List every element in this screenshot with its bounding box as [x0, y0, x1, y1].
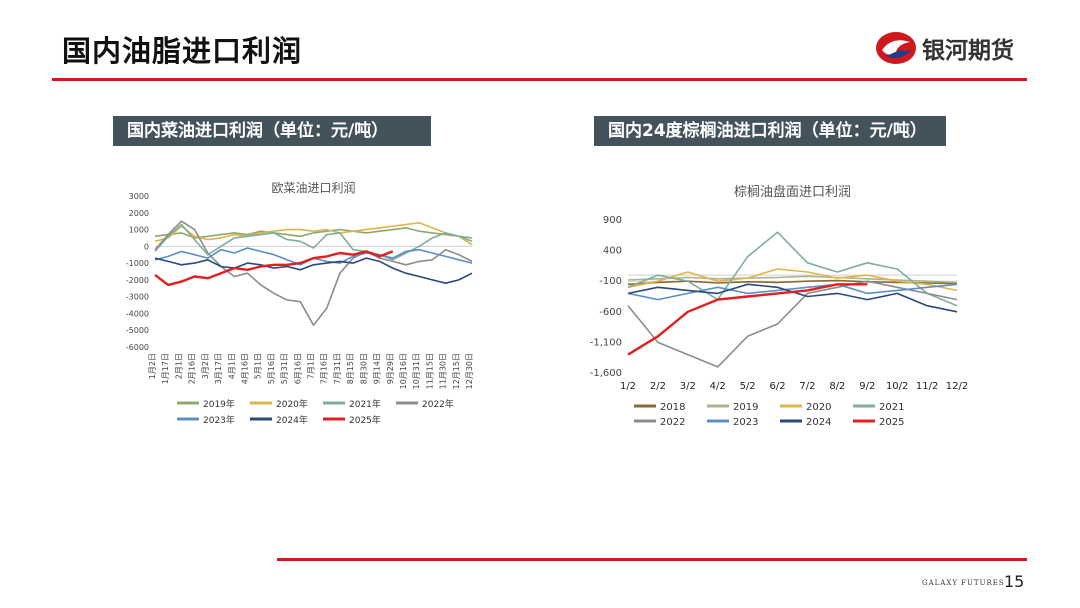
brand-logo	[876, 32, 916, 64]
legend-label-2020: 2020	[806, 402, 831, 413]
y-tick-label: 0	[144, 242, 149, 251]
legend-label-2023: 2023	[733, 417, 758, 428]
y-tick-label: -1000	[126, 259, 149, 268]
series-line-2022	[627, 280, 958, 368]
x-tick-label: 10月16日	[399, 353, 408, 389]
x-tick-label: 6/2	[769, 381, 785, 392]
x-tick-label: 1月2日	[148, 353, 157, 379]
brand-name: 银河期货	[922, 38, 1014, 64]
series-line-2020	[627, 268, 958, 292]
x-tick-label: 6月16日	[293, 353, 302, 384]
y-tick-label: 1000	[129, 226, 149, 235]
x-tick-label: 5月1日	[254, 353, 263, 379]
y-tick-label: 2000	[129, 209, 149, 218]
x-tick-label: 8月30日	[359, 353, 368, 384]
series-line-2021年	[154, 223, 473, 261]
section-label-palm: 国内24度棕榈油进口利润（单位：元/吨）	[594, 116, 946, 146]
footer-divider	[277, 558, 1027, 561]
page-title: 国内油脂进口利润	[62, 34, 303, 68]
x-tick-label: 11/2	[916, 381, 938, 392]
x-tick-label: 5月16日	[267, 353, 276, 384]
x-tick-label: 5/2	[740, 381, 756, 392]
y-tick-label: -3000	[126, 293, 149, 302]
legend-label-2023年: 2023年	[203, 414, 235, 426]
x-tick-label: 3/2	[680, 381, 696, 392]
series-line-2023年	[154, 247, 473, 266]
y-tick-label: -5000	[126, 326, 149, 335]
x-tick-label: 4/2	[710, 381, 726, 392]
x-tick-label: 7/2	[799, 381, 815, 392]
y-tick-label: -1,600	[590, 368, 622, 379]
section-label-rapeseed: 国内菜油进口利润（单位：元/吨）	[113, 116, 431, 146]
y-tick-label: -4000	[126, 309, 149, 318]
x-tick-label: 12月30日	[465, 353, 474, 389]
legend-label-2019年: 2019年	[203, 398, 235, 410]
legend-label-2019: 2019	[733, 402, 758, 413]
y-tick-label: -1,100	[590, 337, 622, 348]
y-tick-label: -100	[599, 276, 622, 287]
x-tick-label: 9月29日	[386, 353, 395, 384]
y-tick-label: 900	[603, 215, 622, 226]
x-tick-label: 4月16日	[240, 353, 249, 384]
x-tick-label: 8/2	[829, 381, 845, 392]
y-tick-label: -600	[599, 307, 622, 318]
x-tick-label: 12/2	[946, 381, 968, 392]
y-tick-label: -6000	[126, 343, 149, 352]
x-tick-label: 8月15日	[346, 353, 355, 384]
x-tick-label: 10月31日	[412, 353, 421, 389]
y-tick-label: 400	[603, 246, 622, 257]
x-tick-label: 7月1日	[307, 353, 316, 379]
x-tick-label: 4月1日	[227, 353, 236, 379]
x-tick-label: 7月16日	[320, 353, 329, 384]
x-tick-label: 3月17日	[214, 353, 223, 384]
series-line-2021	[627, 231, 958, 307]
x-tick-label: 3月2日	[201, 353, 210, 379]
legend-label-2025: 2025	[879, 417, 904, 428]
legend-label-2020年: 2020年	[276, 398, 308, 410]
legend-label-2018: 2018	[660, 402, 685, 413]
x-tick-label: 12月15日	[452, 353, 461, 389]
series-line-2025	[627, 283, 868, 356]
x-tick-label: 11月15日	[425, 353, 434, 389]
y-tick-label: 3000	[129, 192, 149, 201]
y-tick-label: -2000	[126, 276, 149, 285]
x-tick-label: 7月31日	[333, 353, 342, 384]
chart-title: 棕榈油盘面进口利润	[734, 184, 851, 200]
x-tick-label: 2月16日	[188, 353, 197, 384]
legend-label-2022年: 2022年	[422, 398, 454, 410]
x-tick-label: 9月14日	[373, 353, 382, 384]
series-line-2022年	[154, 220, 473, 326]
x-tick-label: 9/2	[859, 381, 875, 392]
x-tick-label: 11月30日	[439, 353, 448, 389]
palm-profit-chart: 棕榈油盘面进口利润 900 400 -100 -600 -1,100 -1,600 1/2 2/…	[590, 184, 968, 428]
legend-label-2024: 2024	[806, 417, 831, 428]
x-tick-label: 1/2	[620, 381, 636, 392]
page-number: 15	[1004, 572, 1025, 591]
series-line-2023	[627, 283, 958, 301]
legend-label-2024年: 2024年	[276, 414, 308, 426]
legend-label-2021年: 2021年	[349, 398, 381, 410]
rapeseed-profit-chart: 欧菜油进口利润 3000 2000 1000 0 -1000 -2000 -3000 -4000…	[126, 181, 474, 426]
series-line-2020年	[154, 222, 473, 246]
series-line-2025年	[154, 250, 394, 287]
x-tick-label: 10/2	[886, 381, 908, 392]
series-line-2019	[627, 275, 958, 284]
legend-label-2021: 2021	[879, 402, 904, 413]
series-line-2024年	[154, 257, 473, 284]
x-tick-label: 1月17日	[161, 353, 170, 384]
footer-brand: GALAXY FUTURES	[922, 579, 1005, 587]
legend-label-2022: 2022	[660, 417, 685, 428]
x-tick-label: 5月31日	[280, 353, 289, 384]
header-divider	[52, 78, 1027, 81]
series-line-2019年	[154, 227, 473, 239]
chart-title: 欧菜油进口利润	[271, 181, 355, 195]
x-tick-label: 2月1日	[174, 353, 183, 379]
x-tick-label: 2/2	[650, 381, 666, 392]
legend-label-2025年: 2025年	[349, 414, 381, 426]
